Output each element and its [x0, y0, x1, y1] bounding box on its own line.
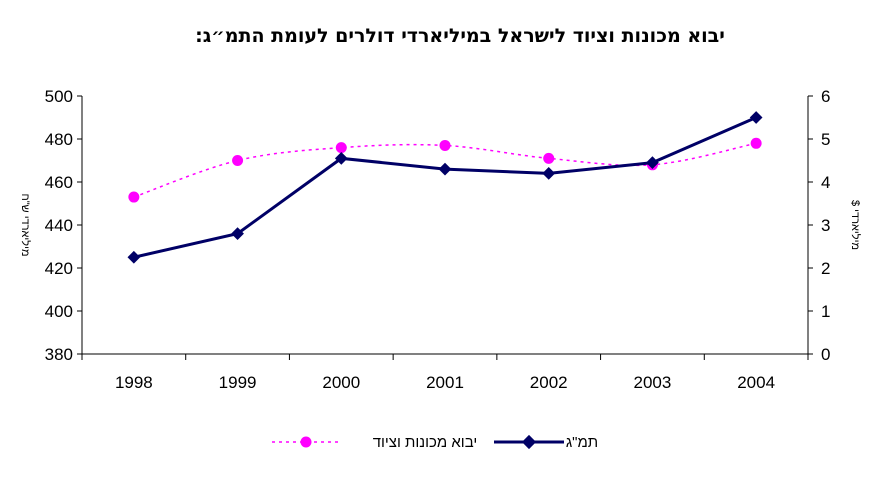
series-point-0: [335, 142, 347, 154]
series-point-1: [749, 111, 763, 124]
legend-label-imports: יבוא מכונות וציוד: [373, 434, 478, 451]
x-tick-label: 2000: [322, 373, 360, 392]
series-line-1: [133, 116, 757, 259]
right-tick-label: 4: [821, 173, 830, 192]
x-tick-label: 2002: [530, 373, 568, 392]
series-point-1: [334, 151, 348, 165]
right-axis-ticks: 6 5 4 3 2 1 0: [808, 87, 830, 364]
legend-marker-imports: [300, 436, 312, 448]
series-point-0: [543, 152, 555, 164]
legend-marker-gdp: [521, 434, 537, 450]
legend: יבוא מכונות וציוד תמ"ג: [272, 434, 598, 451]
legend-label-gdp: תמ"ג: [566, 434, 598, 451]
right-tick-label: 6: [821, 87, 830, 106]
left-tick-label: 380: [45, 345, 73, 364]
x-tick-label: 1998: [115, 373, 153, 392]
x-axis-ticks: 1998 1999 2000 2001 2002 2003 2004: [81, 354, 809, 392]
right-tick-label: 5: [821, 130, 830, 149]
right-tick-label: 3: [821, 216, 830, 235]
left-tick-label: 420: [45, 259, 73, 278]
left-axis-ticks: 500 480 460 440 420 400 380: [45, 87, 82, 364]
x-tick-label: 2004: [737, 373, 775, 392]
left-tick-label: 440: [45, 216, 73, 235]
series-point-0: [439, 139, 451, 151]
series-point-1: [231, 227, 244, 240]
right-tick-label: 0: [821, 345, 830, 364]
left-tick-label: 460: [45, 173, 73, 192]
series-point-1: [438, 162, 452, 176]
series-point-0: [232, 155, 244, 166]
left-tick-label: 480: [45, 130, 73, 149]
x-tick-label: 2001: [426, 373, 464, 392]
series-point-0: [128, 191, 140, 203]
left-tick-label: 400: [45, 302, 73, 321]
x-tick-label: 1999: [219, 373, 257, 392]
right-tick-label: 2: [821, 259, 830, 278]
series-point-1: [127, 250, 141, 264]
left-axis-label: מיליארדי ש"ח: [19, 193, 32, 256]
right-axis-label: מיליארדי $: [849, 200, 862, 250]
left-tick-label: 500: [45, 87, 73, 106]
series-point-1: [542, 167, 556, 180]
x-tick-label: 2003: [634, 373, 672, 392]
chart-title: יבוא מכונות וציוד לישראל במיליארדי דולרי…: [195, 25, 725, 47]
right-tick-label: 1: [821, 302, 830, 321]
series-layer: [127, 111, 763, 264]
series-point-0: [750, 137, 762, 149]
